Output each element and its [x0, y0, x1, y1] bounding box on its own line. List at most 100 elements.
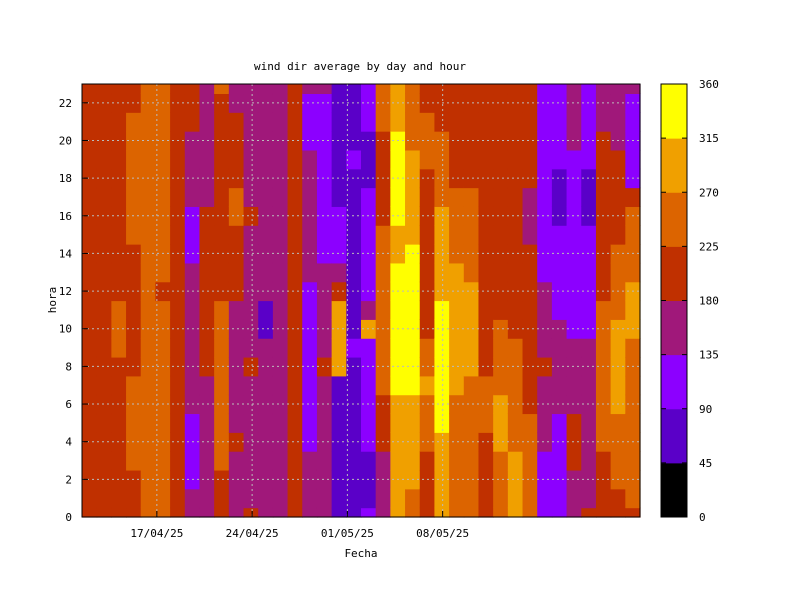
- heat-cell: [184, 149, 201, 170]
- heat-cell: [228, 356, 245, 377]
- heat-cell: [522, 112, 538, 132]
- heat-cell: [228, 131, 245, 151]
- heat-cell: [537, 93, 553, 113]
- heat-cell: [507, 469, 524, 490]
- heat-cell: [610, 112, 626, 132]
- heat-cell: [581, 149, 597, 170]
- y-tick-label: 4: [65, 436, 72, 449]
- heat-cell: [316, 432, 333, 452]
- y-tick-label: 0: [65, 511, 72, 524]
- heat-cell: [434, 300, 450, 320]
- colorbar-tick-label: 45: [699, 457, 712, 470]
- heat-cell: [537, 262, 553, 283]
- heat-cell: [287, 93, 303, 113]
- heat-cell: [287, 507, 303, 518]
- heat-cell: [434, 149, 450, 170]
- heat-cell: [537, 300, 553, 320]
- heat-cell: [507, 112, 524, 132]
- heat-cell: [390, 149, 406, 170]
- heat-cell: [566, 451, 582, 471]
- heat-cell: [82, 338, 98, 358]
- heat-cell: [537, 469, 553, 490]
- heat-cell: [302, 507, 318, 518]
- heat-cell: [610, 338, 626, 358]
- heat-cell: [111, 300, 127, 320]
- heat-cell: [537, 187, 553, 207]
- heat-cell: [228, 187, 245, 207]
- colorbar-band: [661, 462, 687, 518]
- heat-cell: [478, 149, 494, 170]
- heat-cell: [316, 469, 333, 490]
- heat-cell: [390, 488, 406, 509]
- heat-cell: [272, 319, 289, 339]
- heat-cell: [522, 338, 538, 358]
- heat-cell: [96, 488, 112, 509]
- heat-cell: [419, 300, 436, 320]
- heat-cell: [258, 469, 274, 490]
- heat-cell: [316, 488, 333, 509]
- heat-cell: [228, 244, 245, 264]
- heat-cell: [537, 281, 553, 302]
- heat-cell: [243, 187, 259, 207]
- heat-cell: [551, 356, 568, 377]
- heat-cell: [434, 84, 450, 95]
- y-tick-label: 12: [59, 285, 72, 298]
- heat-cell: [287, 262, 303, 283]
- heatmap-cells: [82, 84, 641, 518]
- heat-cell: [551, 281, 568, 302]
- heat-cell: [170, 413, 186, 433]
- heat-cell: [316, 451, 333, 471]
- heat-cell: [126, 413, 142, 433]
- heat-cell: [625, 187, 641, 207]
- heat-cell: [375, 413, 391, 433]
- heat-cell: [214, 300, 230, 320]
- heat-cell: [96, 149, 112, 170]
- heat-cell: [316, 375, 333, 396]
- heat-cell: [316, 413, 333, 433]
- heat-cell: [111, 469, 127, 490]
- heat-cell: [375, 507, 391, 518]
- heat-cell: [199, 413, 215, 433]
- heat-cell: [463, 149, 480, 170]
- heat-cell: [581, 187, 597, 207]
- heat-cell: [537, 338, 553, 358]
- heat-cell: [551, 112, 568, 132]
- heat-cell: [126, 187, 142, 207]
- heat-cell: [566, 356, 582, 377]
- heat-cell: [375, 225, 391, 245]
- heat-cell: [537, 356, 553, 377]
- heat-cell: [493, 131, 509, 151]
- grid-lines: [82, 84, 640, 518]
- heat-cell: [272, 281, 289, 302]
- heat-cell: [346, 451, 362, 471]
- heat-cell: [111, 356, 127, 377]
- heat-cell: [522, 206, 538, 226]
- heat-cell: [258, 84, 274, 95]
- heat-cell: [478, 356, 494, 377]
- y-tick-label: 10: [59, 323, 72, 336]
- heat-cell: [522, 488, 538, 509]
- y-tick-label: 18: [59, 172, 72, 185]
- heat-cell: [126, 488, 142, 509]
- heat-cell: [155, 225, 171, 245]
- y-tick-label: 2: [65, 473, 72, 486]
- heat-cell: [258, 93, 274, 113]
- heat-cell: [566, 375, 582, 396]
- heat-cell: [214, 187, 230, 207]
- colorbar-band: [661, 246, 687, 302]
- colorbar-band: [661, 84, 687, 139]
- heat-cell: [331, 131, 347, 151]
- heat-cell: [507, 451, 524, 471]
- heat-cell: [507, 262, 524, 283]
- heat-cell: [595, 338, 612, 358]
- heat-cell: [243, 281, 259, 302]
- heat-cell: [331, 488, 347, 509]
- heat-cell: [214, 262, 230, 283]
- heat-cell: [155, 84, 171, 95]
- heat-cell: [82, 131, 98, 151]
- heat-cell: [522, 84, 538, 95]
- heat-cell: [537, 225, 553, 245]
- heat-cell: [302, 93, 318, 113]
- heat-cell: [243, 225, 259, 245]
- heat-cell: [522, 394, 538, 415]
